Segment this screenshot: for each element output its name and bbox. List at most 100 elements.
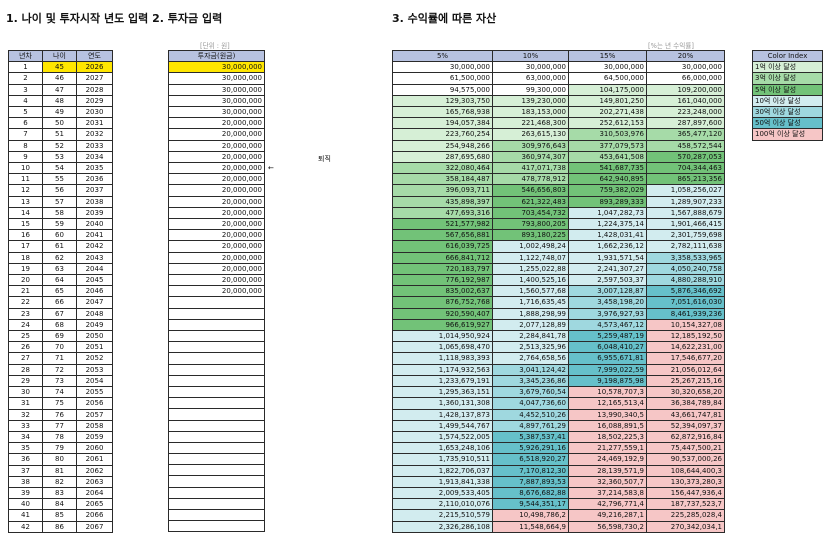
table-row xyxy=(168,385,265,399)
asset-cell: 1,065,698,470 xyxy=(392,341,493,354)
table-row: 4 48 2029 xyxy=(8,94,113,108)
investment-cell xyxy=(168,408,265,421)
table-row: 9 53 2034 xyxy=(8,150,113,164)
table-row xyxy=(168,419,265,432)
age-cell: 83 xyxy=(42,486,77,500)
year-index-cell: 18 xyxy=(8,251,43,264)
table-row: 30,000,000 30,000,000 30,000,000 30,000,000 xyxy=(392,61,725,74)
table-row: 20,000,000 xyxy=(168,285,265,298)
investment-cell xyxy=(168,330,265,343)
table-row: 20 64 2045 xyxy=(8,274,113,287)
table-row xyxy=(168,352,265,365)
investment-cell xyxy=(168,475,265,488)
asset-cell: 704,344,463 xyxy=(646,162,725,175)
asset-cell: 161,040,000 xyxy=(646,94,725,108)
year-index-cell: 31 xyxy=(8,397,43,410)
year-cell: 2061 xyxy=(76,453,113,466)
age-cell: 51 xyxy=(42,128,77,141)
age-cell: 77 xyxy=(42,419,77,432)
age-cell: 49 xyxy=(42,106,77,119)
year-index-cell: 6 xyxy=(8,117,43,130)
asset-cell: 1,400,525,16 xyxy=(492,274,569,287)
asset-cell: 6,518,920,27 xyxy=(492,453,569,466)
asset-cell: 1,913,841,338 xyxy=(392,475,493,488)
asset-cell: 28,139,571,9 xyxy=(568,464,647,477)
asset-cell: 109,200,000 xyxy=(646,83,725,96)
asset-cell: 776,192,987 xyxy=(392,274,493,287)
age-cell: 85 xyxy=(42,509,77,522)
investment-cell: 30,000,000 xyxy=(168,94,265,108)
asset-cell: 1,716,635,45 xyxy=(492,296,569,309)
asset-cell: 130,373,280,3 xyxy=(646,475,725,488)
table-row: 29 73 2054 xyxy=(8,374,113,388)
legend-row: 100억 이상 달성 xyxy=(752,128,823,141)
age-cell: 57 xyxy=(42,195,77,208)
investment-cell: 20,000,000 xyxy=(168,285,265,298)
year-cell: 2047 xyxy=(76,296,113,309)
age-cell: 66 xyxy=(42,296,77,309)
table-row: 20,000,000 xyxy=(168,206,265,220)
age-cell: 80 xyxy=(42,453,77,466)
table-row: 521,577,982 793,800,205 1,224,375,14 1,901,… xyxy=(392,218,725,231)
investment-cell xyxy=(168,352,265,365)
year-index-cell: 34 xyxy=(8,430,43,444)
year-index-cell: 12 xyxy=(8,184,43,197)
table-row xyxy=(168,430,265,443)
table-row: 27 71 2052 xyxy=(8,352,113,365)
legend-row: 1억 이상 달성 xyxy=(752,61,823,74)
table-row: 26 70 2051 xyxy=(8,341,113,354)
asset-cell: 49,216,287,1 xyxy=(568,509,647,522)
asset-cell: 14,622,231,00 xyxy=(646,341,725,354)
investment-cell: 20,000,000 xyxy=(168,162,265,175)
year-index-cell: 13 xyxy=(8,195,43,208)
asset-cell: 1,560,577,68 xyxy=(492,285,569,298)
legend-item: 30억 이상 달성 xyxy=(752,106,823,119)
table-row xyxy=(168,330,265,343)
age-cell: 84 xyxy=(42,498,77,511)
asset-cell: 4,880,288,910 xyxy=(646,274,725,287)
table-row: 12 56 2037 xyxy=(8,184,113,197)
year-index-cell: 11 xyxy=(8,173,43,186)
table-row: 20,000,000 xyxy=(168,162,265,175)
table-row: 94,575,000 99,300,000 104,175,000 109,200,0… xyxy=(392,83,725,96)
asset-cell: 3,679,760,54 xyxy=(492,386,569,399)
year-index-cell: 41 xyxy=(8,509,43,522)
year-cell: 2058 xyxy=(76,419,113,432)
rate-header: 10% xyxy=(492,49,569,63)
asset-cell: 310,503,976 xyxy=(568,128,647,141)
age-cell: 78 xyxy=(42,430,77,444)
table-row: 11 55 2036 xyxy=(8,173,113,186)
year-cell: 2046 xyxy=(76,285,113,298)
legend-item: 1억 이상 달성 xyxy=(752,61,823,74)
table-row: 30 74 2055 xyxy=(8,386,113,399)
table-row: 194,057,384 221,468,300 252,612,153 287,897… xyxy=(392,117,725,130)
rate-note: [%는 년 수익률] xyxy=(648,42,694,50)
asset-cell: 42,796,771,4 xyxy=(568,498,647,511)
table-row: 835,002,637 1,560,577,68 3,007,128,87 5,876… xyxy=(392,285,725,298)
table-row xyxy=(168,453,265,466)
table-row: 287,695,680 360,974,307 453,641,508 570,287… xyxy=(392,150,725,164)
column-header: 연도 xyxy=(76,49,113,63)
age-cell: 48 xyxy=(42,94,77,108)
table-row: 5 49 2030 xyxy=(8,106,113,119)
investment-cell: 20,000,000 xyxy=(168,206,265,220)
table-row: 2 46 2027 xyxy=(8,72,113,85)
asset-cell: 4,897,761,29 xyxy=(492,419,569,432)
table-row: 20,000,000 xyxy=(168,128,265,141)
age-cell: 81 xyxy=(42,464,77,477)
year-index-cell: 17 xyxy=(8,240,43,253)
year-cell: 2043 xyxy=(76,251,113,264)
table-row: 39 83 2064 xyxy=(8,486,113,500)
asset-cell: 1,888,298,99 xyxy=(492,307,569,320)
year-index-cell: 27 xyxy=(8,352,43,365)
table-row: 13 57 2038 xyxy=(8,195,113,208)
investment-cell xyxy=(168,374,265,387)
asset-cell: 7,051,616,030 xyxy=(646,296,725,309)
table-row xyxy=(168,397,265,410)
asset-cell: 32,360,507,7 xyxy=(568,475,647,488)
investment-cell: 30,000,000 xyxy=(168,61,265,74)
table-row: 2,009,533,405 8,676,682,88 37,214,583,8 156… xyxy=(392,486,725,500)
year-cell: 2051 xyxy=(76,341,113,354)
year-index-cell: 20 xyxy=(8,274,43,287)
year-cell: 2034 xyxy=(76,150,113,164)
